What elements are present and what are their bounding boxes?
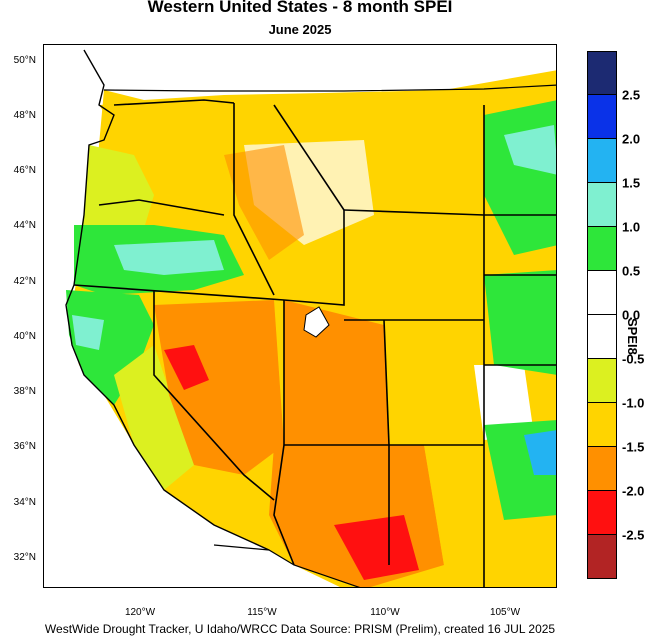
colorbar-cell <box>587 491 617 535</box>
coastline <box>65 49 270 551</box>
colorbar-cell <box>587 315 617 359</box>
colorbar-tick-label: -2.5 <box>622 527 645 543</box>
region-wa-yellow <box>99 100 224 155</box>
drought-map <box>43 44 557 588</box>
colorbar-cell <box>587 183 617 227</box>
colorbar-title: SPEI8 <box>625 318 640 355</box>
colorbar-cell <box>587 227 617 271</box>
mexico-border <box>213 544 361 587</box>
map-title: Western United States - 8 month SPEI <box>147 0 453 16</box>
lon-label: 105°W <box>489 607 521 618</box>
region-plains-aqua <box>504 125 556 175</box>
region-oregon-aqua <box>114 240 224 275</box>
lat-label: 36°N <box>13 441 36 452</box>
region-cal-yellow <box>114 345 194 490</box>
region-co-mixed <box>384 320 494 445</box>
great-salt-lake <box>303 306 330 338</box>
region-az-red <box>334 515 419 580</box>
region-co-white <box>474 365 534 440</box>
colorbar-cell <box>587 359 617 403</box>
region-nm-yellow <box>424 445 494 575</box>
colorbar-tick-label: 0.0 <box>622 307 641 323</box>
colorbar-cell <box>587 403 617 447</box>
lat-label: 32°N <box>13 552 36 563</box>
colorbar-tick-label: -2.0 <box>622 483 645 499</box>
lat-label: 48°N <box>13 110 36 121</box>
lon-label: 110°W <box>370 607 400 618</box>
colorbar-tick-label: 1.0 <box>622 219 641 235</box>
state-borders <box>73 99 556 587</box>
lat-label: 34°N <box>13 497 36 508</box>
colorbar-tick-label: 0.5 <box>622 263 641 279</box>
colorbar-cell <box>587 139 617 183</box>
region-texas-aqua <box>524 430 556 475</box>
colorbar-tick-label: -0.5 <box>622 351 645 367</box>
region-utah-orange <box>284 300 389 445</box>
lat-label: 38°N <box>13 386 36 397</box>
map-subtitle: June 2025 <box>268 22 332 37</box>
colorbar <box>587 51 617 579</box>
spei-map-graphic <box>65 49 556 587</box>
colorbar-tick-label: -1.5 <box>622 439 645 455</box>
region-id-orange <box>224 145 304 260</box>
lat-label: 46°N <box>13 165 36 176</box>
colorbar-cell <box>587 271 617 315</box>
lat-label: 40°N <box>13 331 36 342</box>
colorbar-tick-label: -1.0 <box>622 395 645 411</box>
lat-label: 50°N <box>13 55 36 66</box>
colorbar-tick-label: 2.0 <box>622 131 641 147</box>
lat-label: 42°N <box>13 276 36 287</box>
colorbar-cell <box>587 535 617 579</box>
region-ncal-aqua <box>72 315 104 350</box>
region-nevada-orange <box>154 300 284 475</box>
region-nevada-red <box>164 345 209 390</box>
lon-label: 120°W <box>124 607 156 618</box>
colorbar-tick-label: 2.5 <box>622 87 641 103</box>
canada-border <box>103 84 556 92</box>
colorbar-tick-label: 1.5 <box>622 175 641 191</box>
lat-label: 44°N <box>13 220 36 231</box>
colorbar-cell <box>587 447 617 491</box>
colorbar-cell <box>587 51 617 95</box>
colorbar-cell <box>587 95 617 139</box>
region-sdakota-green <box>484 270 556 375</box>
region-wy-yellow <box>334 210 494 325</box>
lon-label: 115°W <box>247 607 277 618</box>
footer-credit: WestWide Drought Tracker, U Idaho/WRCC D… <box>44 622 556 636</box>
